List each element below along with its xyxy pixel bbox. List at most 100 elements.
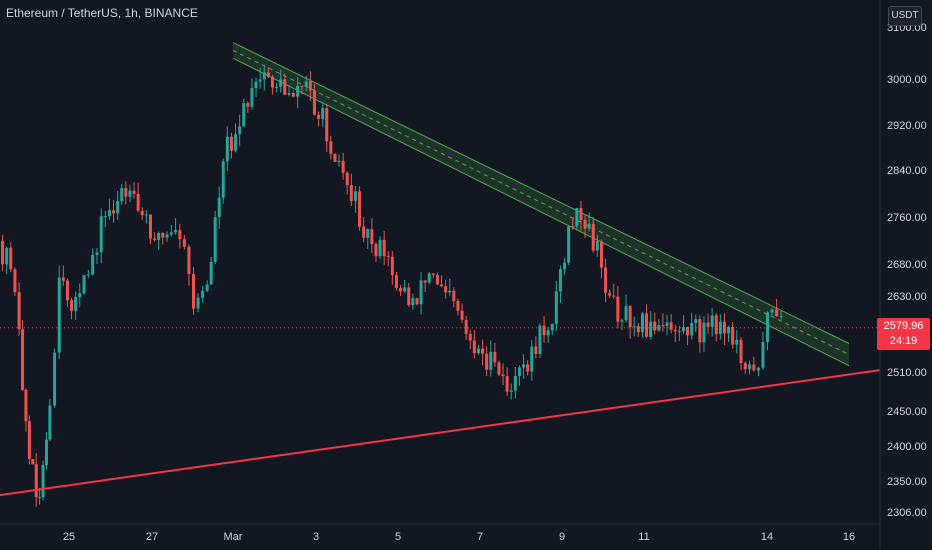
candle-body	[317, 114, 321, 119]
candle-body	[775, 309, 779, 317]
time-tick-label: 16	[843, 531, 855, 543]
candle-body	[608, 292, 612, 296]
candle-body	[209, 261, 213, 285]
time-tick-label: 7	[477, 531, 483, 543]
candle-body	[649, 321, 653, 337]
candle-body	[485, 353, 489, 370]
candle-body	[779, 315, 783, 317]
candle-body	[128, 190, 132, 197]
last-price-tag: 2579.96 24:19	[877, 318, 930, 350]
candle-body	[534, 346, 538, 355]
candle-body	[140, 210, 144, 215]
price-tick-label: 3000.00	[887, 74, 927, 86]
time-tick-label: 3	[313, 531, 319, 543]
candle-body	[472, 340, 476, 354]
candle-body	[234, 134, 238, 151]
candle-body	[120, 188, 124, 201]
candle-body	[661, 325, 665, 327]
candle-body	[677, 331, 681, 333]
candle-body	[254, 81, 258, 88]
candle-body	[517, 367, 521, 376]
candle-body	[604, 267, 608, 293]
candle-body	[374, 244, 378, 257]
candle-body	[86, 274, 90, 276]
candle-body	[415, 298, 419, 305]
plot-area	[0, 42, 881, 507]
candle-body	[770, 309, 774, 313]
candle-body	[575, 207, 579, 227]
channel-lower-line	[232, 57, 850, 367]
candle-body	[505, 376, 509, 392]
candle-body	[616, 296, 620, 322]
candle-body	[748, 364, 752, 370]
channel-fill	[233, 42, 849, 366]
price-tick-label: 2680.00	[887, 259, 927, 271]
price-tick-label: 2920.00	[887, 120, 927, 132]
candle-body	[587, 223, 591, 229]
candle-body	[196, 297, 200, 309]
candle-body	[213, 217, 217, 262]
channel-upper-line	[232, 42, 850, 344]
candle-body	[550, 323, 554, 331]
candle-body	[710, 315, 714, 327]
candle-body	[378, 239, 382, 257]
currency-badge[interactable]: USDT	[888, 6, 922, 26]
price-tick-label: 2760.00	[887, 212, 927, 224]
candle-body	[31, 459, 35, 465]
candle-body	[669, 322, 673, 330]
candle-body	[407, 287, 411, 306]
candle-body	[201, 290, 205, 298]
candle-body	[353, 191, 357, 201]
candle-body	[95, 252, 99, 255]
candle-body	[304, 81, 308, 87]
candle-body	[345, 172, 349, 186]
candle-body	[435, 274, 439, 285]
candle-body	[262, 72, 266, 80]
candle-body	[522, 364, 526, 368]
candle-body	[74, 296, 78, 312]
time-tick-label: 25	[63, 531, 75, 543]
candle-body	[673, 329, 677, 332]
candle-body	[530, 346, 534, 372]
candle-body	[362, 226, 366, 238]
candle-body	[78, 293, 82, 297]
candle-body	[636, 326, 640, 333]
candle-body	[567, 226, 571, 263]
candle-body	[657, 325, 661, 331]
candle-body	[427, 273, 431, 283]
candle-body	[579, 207, 583, 220]
candle-body	[464, 319, 468, 334]
candle-body	[681, 326, 685, 332]
candle-body	[727, 326, 731, 334]
candle-body	[501, 374, 505, 377]
time-tick-label: 11	[638, 531, 649, 543]
candle-body	[390, 256, 394, 276]
candle-body	[41, 465, 45, 498]
chart-title: Ethereum / TetherUS, 1h, BINANCE	[6, 6, 198, 20]
price-axis: 3100.003000.002920.002840.002760.002680.…	[879, 0, 927, 550]
candle-body	[546, 330, 550, 336]
time-axis: 25 27 Mar 3 5 7 9 11 14 16	[0, 523, 880, 543]
candle-body	[27, 421, 31, 460]
candle-body	[300, 85, 304, 87]
price-tick-label: 2510.00	[887, 367, 927, 379]
candle-body	[182, 239, 186, 247]
time-tick-label: Mar	[224, 531, 243, 543]
candle-body	[645, 313, 649, 337]
candle-body	[358, 191, 362, 227]
candle-body	[153, 238, 157, 241]
candle-body	[399, 288, 403, 292]
candle-body	[440, 284, 444, 287]
candle-body	[136, 193, 140, 211]
candle-body	[489, 351, 493, 370]
candle-body	[752, 364, 756, 371]
candle-body	[526, 364, 530, 372]
last-price-value: 2579.96	[883, 320, 924, 332]
candle-body	[444, 286, 448, 293]
candle-body	[448, 290, 452, 293]
candle-body	[341, 160, 345, 173]
candle-body	[165, 234, 169, 238]
candle-body	[686, 326, 690, 336]
candle-body	[70, 300, 74, 312]
